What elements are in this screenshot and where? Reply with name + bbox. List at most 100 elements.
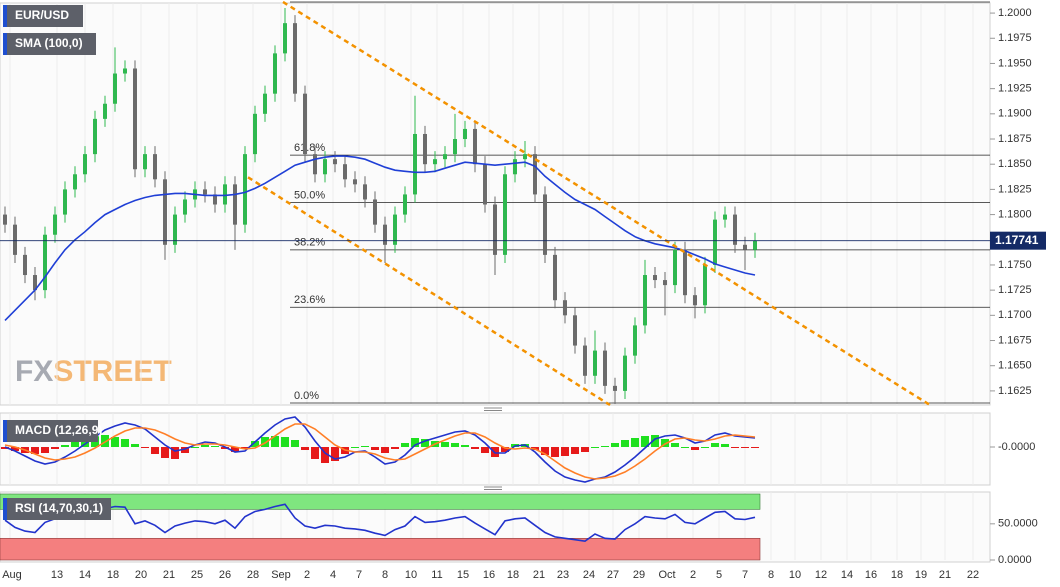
fib-label: 50.0% [294,189,325,201]
candle-body [153,154,157,180]
x-tick-label: 18 [507,569,519,581]
histogram-bar [571,447,579,454]
y-tick-label: 1.2000 [998,7,1032,19]
histogram-bar [121,439,129,447]
indicator-label: MACD (12,26,9) [3,420,102,442]
x-tick-label: 21 [163,569,175,581]
last-price-label: 1.17741 [995,233,1039,247]
x-tick-label: 20 [135,569,147,581]
histogram-bar [141,447,149,448]
fib-label: 61.8% [294,142,325,154]
candle-body [63,189,67,215]
histogram-bar [321,447,329,463]
last-price-box [990,231,1046,250]
histogram-bar [381,447,389,453]
y-tick-label: 1.1725 [998,284,1032,296]
candle-body [693,295,697,306]
label-stripe [3,33,7,55]
candle-body [433,159,437,165]
histogram-bar [181,447,189,453]
y-tick-label: -0.0000 [998,441,1035,453]
candle-body [143,154,147,170]
candle-body [3,214,7,225]
candle-body [683,249,687,296]
histogram-bar [421,439,429,447]
candle-body [363,184,367,200]
histogram-bar [471,447,479,449]
histogram-bar [651,435,659,447]
candle-body [133,68,137,170]
y-tick-label: 1.1900 [998,108,1032,120]
indicator-line [4,423,756,480]
y-tick-label: 1.1700 [998,309,1032,321]
histogram-bar [661,439,669,447]
x-tick-label: 21 [939,569,951,581]
candle-body [253,113,257,155]
histogram-bar [151,447,159,454]
label-stripe [3,420,7,442]
histogram-bar [691,447,699,450]
histogram-bar [591,447,599,448]
histogram-bar [621,440,629,447]
y-tick-label: 1.1850 [998,158,1032,170]
trendline [282,0,931,407]
panel-grip[interactable] [484,407,502,490]
histogram-bar [461,445,469,447]
candle-body [503,174,507,255]
histogram-bar [61,445,69,447]
histogram-bar [501,447,509,452]
x-tick-label: 23 [557,569,569,581]
candle-body [513,159,517,175]
candle-body [203,189,207,195]
x-tick-label: 14 [841,569,853,581]
candle-body [283,23,287,54]
candle-body [653,275,657,281]
label-text: RSI (14,70,30,1) [15,501,103,515]
x-tick-label: 19 [915,569,927,581]
histogram-bar [671,443,679,447]
candle-body [423,133,427,165]
candle-body [303,93,307,155]
histogram-bar [31,447,39,454]
candle-body [603,350,607,386]
label-box [3,33,96,55]
candle-body [523,154,527,160]
x-tick-label: 14 [79,569,91,581]
x-tick-label: 12 [815,569,827,581]
candle-body [573,315,577,346]
candle-body [173,214,177,245]
indicator-label: EUR/USD [3,5,83,27]
y-tick-label: 0.0000 [998,554,1032,566]
histogram-bar [131,444,139,447]
histogram-bar [641,436,649,447]
label-text: MACD (12,26,9) [15,423,102,437]
y-tick-label: 1.1875 [998,133,1032,145]
x-tick-label: 11 [431,569,442,581]
histogram-bar [551,447,559,457]
candle-body [483,164,487,205]
histogram-bar [631,438,639,447]
histogram-bar [561,447,569,456]
label-box [3,498,111,520]
candle-body [723,214,727,220]
y-tick-label: 50.0000 [998,518,1038,530]
histogram-bar [681,447,689,448]
candle-body [223,184,227,205]
legend-entry: SMA (100,0) [15,36,83,50]
histogram-bar [441,442,449,447]
watermark: FXSTREET [15,355,172,388]
candle-body [743,244,747,250]
histogram-bar [541,447,549,455]
histogram-bar [351,447,359,448]
label-box [3,420,98,442]
y-tick-label: 1.1625 [998,385,1032,397]
x-tick-label: 10 [789,569,801,581]
y-tick-label: 1.1650 [998,360,1032,372]
candle-body [373,199,377,225]
histogram-bar [481,447,489,453]
candle-body [453,139,457,155]
fib-label: 23.6% [294,294,325,306]
candle-body [93,118,97,155]
candle-body [473,128,477,165]
